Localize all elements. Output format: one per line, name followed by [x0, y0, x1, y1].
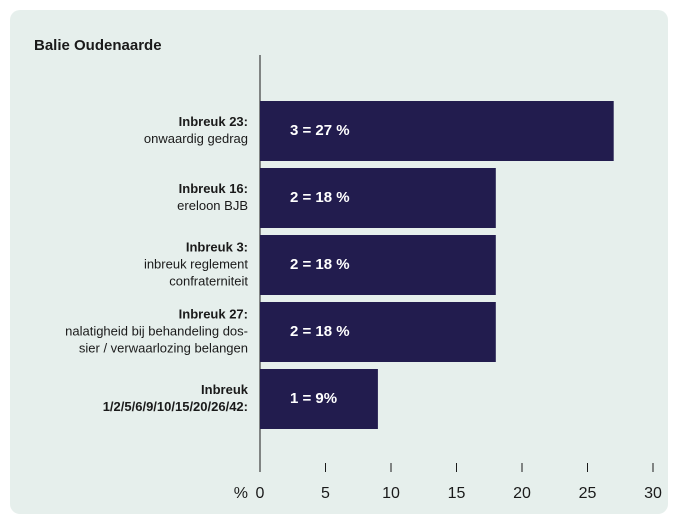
bar — [260, 369, 378, 429]
category-label: Inbreuk 3: — [186, 239, 248, 254]
category-label: Inbreuk 16: — [179, 181, 248, 196]
value-label: 1 = 9% — [290, 390, 337, 407]
category-label: ereloon BJB — [177, 198, 248, 213]
value-label: 2 = 18 % — [290, 189, 350, 206]
category-label: sier / verwaarlozing belangen — [79, 340, 248, 355]
x-tick-label: 10 — [382, 485, 400, 502]
category-label: confraterniteit — [169, 273, 248, 288]
category-label: 1/2/5/6/9/10/15/20/26/42: — [103, 399, 248, 414]
x-tick-label: 15 — [448, 485, 466, 502]
x-tick-label: 0 — [256, 485, 265, 502]
x-tick-label: 30 — [644, 485, 662, 502]
x-tick-label: 5 — [321, 485, 330, 502]
bar — [260, 302, 496, 362]
value-label: 2 = 18 % — [290, 256, 350, 273]
x-axis-label: % — [234, 485, 248, 502]
value-label: 2 = 18 % — [290, 323, 350, 340]
x-tick-label: 20 — [513, 485, 531, 502]
bar — [260, 235, 496, 295]
category-label: Inbreuk 23: — [179, 114, 248, 129]
bar — [260, 168, 496, 228]
bar — [260, 101, 614, 161]
category-label: Inbreuk — [201, 382, 249, 397]
category-label: inbreuk reglement — [144, 256, 248, 271]
value-label: 3 = 27 % — [290, 122, 350, 139]
category-label: onwaardig gedrag — [144, 131, 248, 146]
chart-title: Balie Oudenaarde — [34, 37, 162, 54]
x-tick-label: 25 — [579, 485, 597, 502]
category-label: nalatigheid bij behandeling dos- — [65, 323, 248, 338]
category-label: Inbreuk 27: — [179, 306, 248, 321]
